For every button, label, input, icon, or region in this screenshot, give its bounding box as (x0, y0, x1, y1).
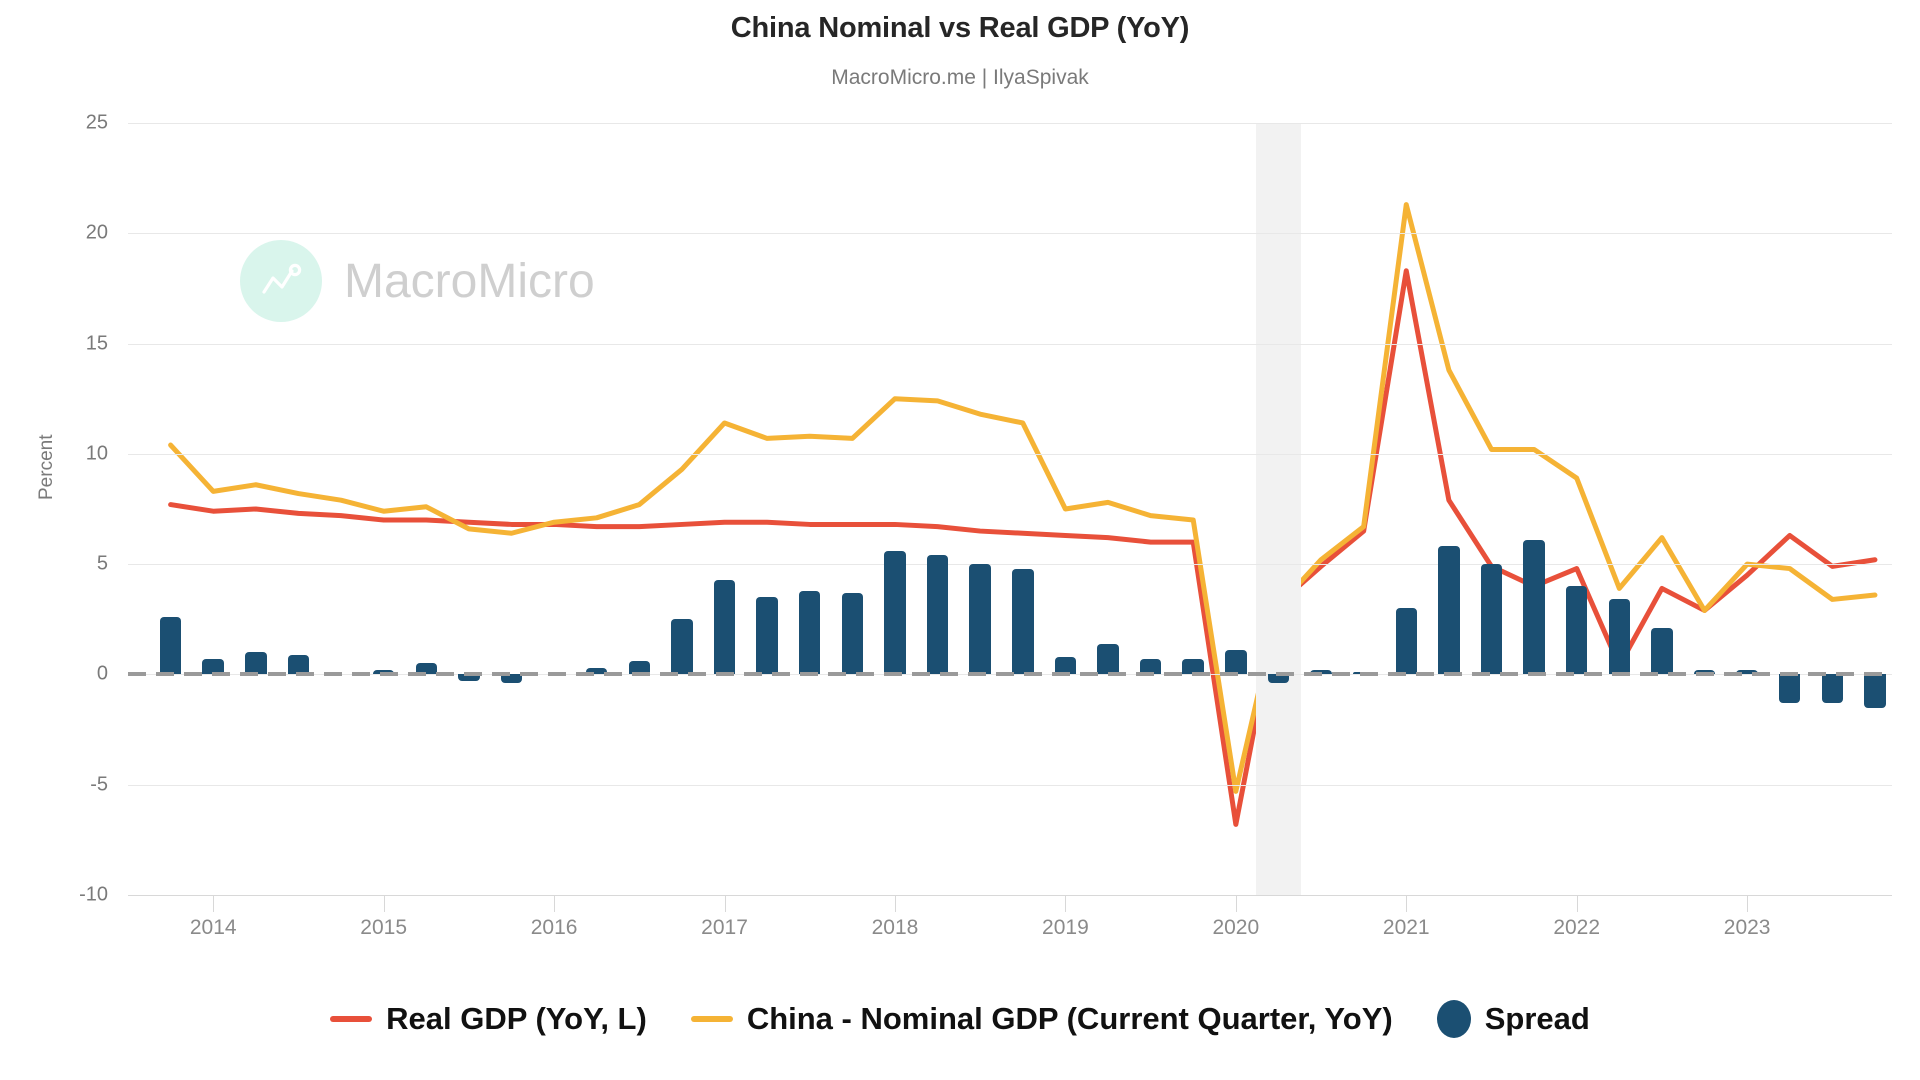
legend-line-icon-real-gdp (330, 1016, 373, 1022)
spread-bar (1310, 670, 1332, 675)
spread-bar (884, 550, 906, 675)
macromicro-watermark: MacroMicro (240, 240, 595, 322)
spread-bar (798, 590, 821, 675)
gridline (128, 233, 1892, 235)
gridline (128, 343, 1892, 345)
spread-bar (926, 555, 949, 675)
legend-line-icon-nominal-gdp (690, 1016, 733, 1022)
x-axis-tick-label: 2014 (189, 916, 237, 939)
spread-bar (159, 617, 182, 675)
chart-title: China Nominal vs Real GDP (YoY) (730, 12, 1190, 44)
spread-bar (415, 663, 437, 675)
x-axis-tick (894, 895, 896, 912)
x-axis-tick (724, 895, 726, 912)
x-axis-tick (1747, 895, 1749, 912)
spread-bar (202, 658, 224, 675)
legend-item-nominal-gdp[interactable]: China - Nominal GDP (Current Quarter, Yo… (690, 1001, 1393, 1037)
x-axis-tick-label: 2020 (1212, 916, 1260, 939)
y-axis-tick-label: 20 (85, 221, 108, 244)
y-axis-tick-label: 0 (96, 662, 108, 685)
y-axis-tick-label: -5 (90, 773, 108, 796)
spread-bar (1523, 539, 1545, 675)
spread-bar (969, 564, 991, 675)
series-line (168, 268, 1878, 827)
spread-bar (1736, 670, 1758, 675)
spread-bar (1608, 599, 1631, 675)
legend-label-spread: Spread (1484, 1001, 1590, 1036)
x-axis-tick (1576, 895, 1578, 912)
spread-bar (372, 670, 395, 675)
spread-bar (1864, 674, 1886, 708)
spread-bar (1012, 568, 1034, 675)
spread-bar (713, 579, 736, 675)
spread-bar (628, 661, 651, 675)
spread-bar (245, 652, 267, 675)
x-axis-tick-label: 2017 (701, 916, 748, 939)
y-axis-tick-label: 15 (85, 332, 108, 355)
spread-bar (287, 654, 310, 675)
legend-item-real-gdp[interactable]: Real GDP (YoY, L) (330, 1001, 647, 1037)
spread-bar (841, 592, 864, 675)
spread-bar (1225, 650, 1247, 675)
x-axis-tick-label: 2016 (530, 916, 578, 939)
y-axis-tick-label: 5 (96, 552, 108, 575)
x-axis-tick-label: 2021 (1382, 916, 1430, 939)
x-axis-tick (1235, 895, 1237, 912)
spread-bar (1565, 586, 1588, 675)
spread-bar (585, 667, 608, 675)
legend-item-spread[interactable]: Spread (1436, 1000, 1590, 1038)
spread-bar (458, 674, 480, 682)
gridline (128, 453, 1892, 455)
y-axis-tick-label: 10 (85, 442, 108, 465)
spread-bar (1182, 658, 1204, 675)
x-axis-tick (554, 895, 556, 912)
spread-bar (1480, 564, 1503, 675)
spread-bar (671, 619, 693, 675)
spread-bar (1139, 658, 1162, 675)
gridline (128, 564, 1892, 566)
x-axis-tick-label: 2015 (360, 916, 407, 939)
macromicro-watermark-text: MacroMicro (344, 254, 595, 308)
gridline (128, 784, 1892, 786)
series-line (168, 202, 1878, 794)
gridline (128, 123, 1892, 124)
spread-bar (500, 674, 523, 684)
y-axis-tick-label: 25 (85, 111, 108, 134)
spread-bar (1054, 656, 1077, 675)
x-axis-tick (383, 895, 385, 912)
chart-subtitle: MacroMicro.me | IlyaSpivak (831, 66, 1089, 89)
lines-layer (168, 202, 1878, 827)
spread-bar (1693, 670, 1716, 675)
shaded-region (1256, 123, 1301, 895)
plot-area (128, 123, 1892, 896)
x-axis-tick-label: 2019 (1042, 916, 1089, 939)
x-axis-tick (213, 895, 215, 912)
x-axis-tick-label: 2023 (1723, 916, 1771, 939)
legend-label-real-gdp: Real GDP (YoY, L) (386, 1001, 647, 1036)
spread-bar (1097, 643, 1119, 675)
zero-reference-line (128, 672, 1892, 677)
x-axis-tick (1065, 895, 1067, 912)
spread-bar (1395, 608, 1417, 675)
legend-label-nominal-gdp: China - Nominal GDP (Current Quarter, Yo… (746, 1001, 1393, 1036)
spread-bar (1651, 628, 1673, 675)
x-axis-tick-label: 2022 (1553, 916, 1601, 939)
spread-bar (756, 597, 778, 675)
legend-dot-icon-spread (1436, 1000, 1471, 1038)
x-axis-tick-label: 2018 (871, 916, 919, 939)
x-axis-line (128, 895, 1892, 896)
macromicro-logo-icon (240, 240, 322, 322)
x-axis-tick (1406, 895, 1408, 912)
y-axis-tick-label: -10 (79, 883, 108, 906)
spread-bar (1778, 674, 1801, 704)
spread-bar (1438, 546, 1460, 675)
spread-bar (1267, 674, 1290, 684)
chart-legend: Real GDP (YoY, L) China - Nominal GDP (C… (0, 1000, 1920, 1038)
spread-bar (1821, 674, 1844, 704)
